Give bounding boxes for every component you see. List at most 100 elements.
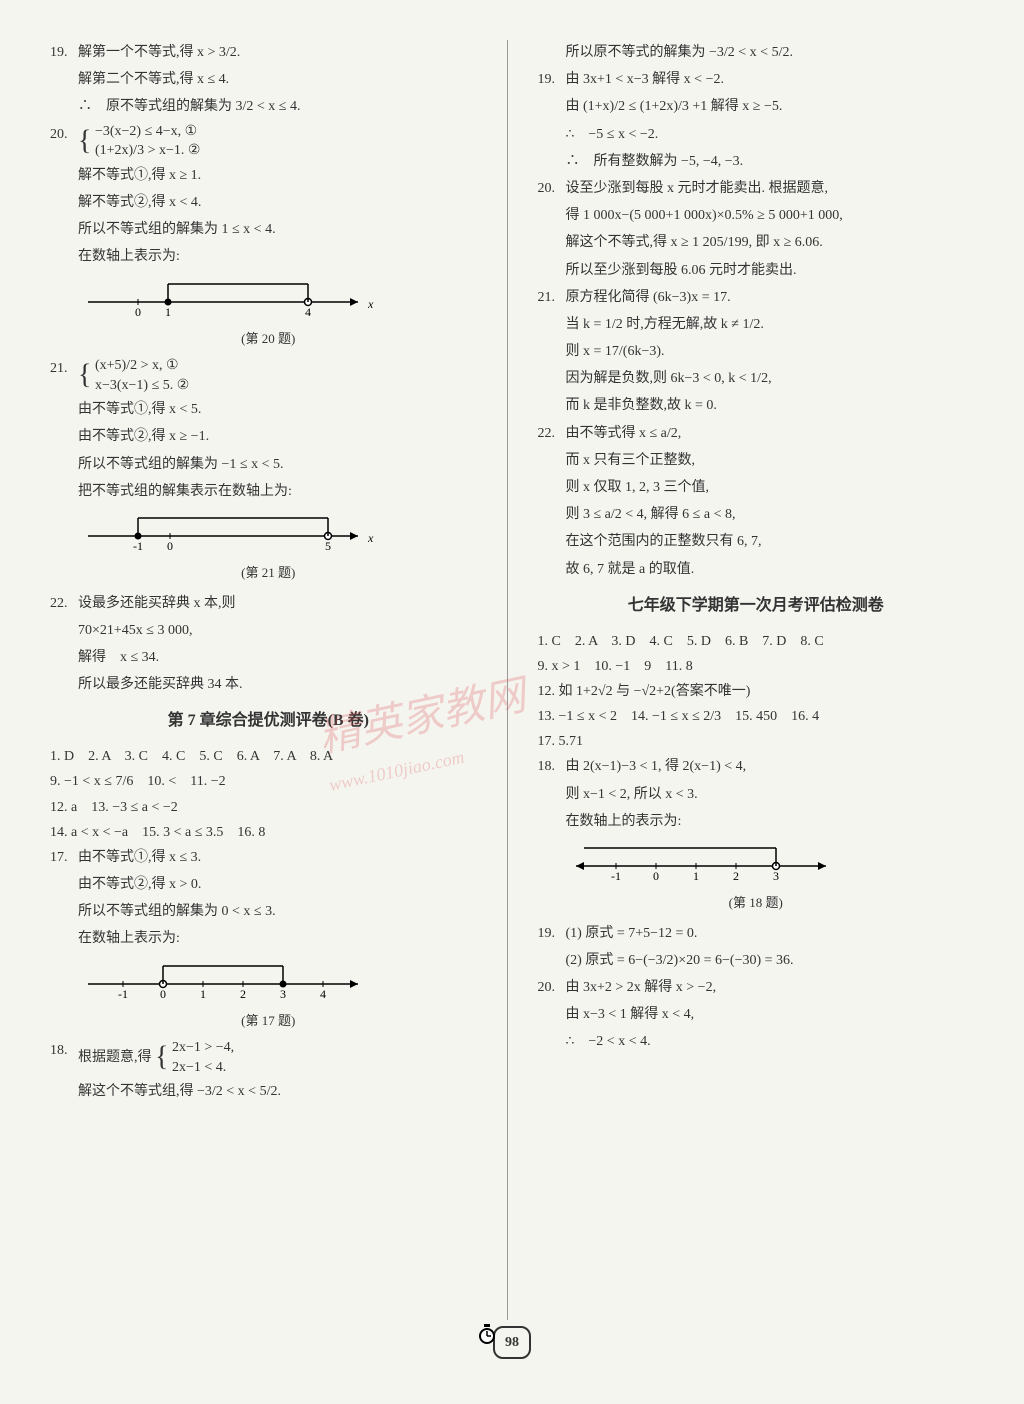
answer-row: 1. D 2. A 3. C 4. C 5. C 6. A 7. A 8. A bbox=[50, 744, 487, 769]
text: ∴ −5 ≤ x < −2. bbox=[538, 122, 975, 147]
text: 70×21+45x ≤ 3 000, bbox=[50, 618, 487, 643]
text: −3(x−2) ≤ 4−x, ① bbox=[95, 124, 197, 139]
number-line-20: 0 1 4 x bbox=[78, 274, 487, 325]
r21: 21.原方程化简得 (6k−3)x = 17. bbox=[538, 285, 975, 310]
text: 解得 x ≤ 34. bbox=[50, 645, 487, 670]
text: 由不等式①,得 x < 5. bbox=[50, 397, 487, 422]
svg-text:5: 5 bbox=[325, 539, 331, 550]
text: 所以不等式组的解集为 0 < x ≤ 3. bbox=[50, 899, 487, 924]
text: (1+2x)/3 > x−1. ② bbox=[95, 143, 200, 158]
clock-icon bbox=[477, 1322, 497, 1346]
text: 解不等式①,得 x ≥ 1. bbox=[50, 163, 487, 188]
text: 2x−1 > −4, bbox=[172, 1040, 234, 1055]
b18: 18. 根据题意,得 { 2x−1 > −4, 2x−1 < 4. bbox=[50, 1038, 487, 1077]
text: (x+5)/2 > x, ① bbox=[95, 358, 179, 373]
text: 由 2(x−1)−3 < 1, 得 2(x−1) < 4, bbox=[566, 754, 975, 779]
answer-row: 1. C 2. A 3. D 4. C 5. D 6. B 7. D 8. C bbox=[538, 629, 975, 654]
answer-row: 17. 5.71 bbox=[538, 729, 975, 754]
text: 因为解是负数,则 6k−3 < 0, k < 1/2, bbox=[538, 366, 975, 391]
q20: 20. { −3(x−2) ≤ 4−x, ① (1+2x)/3 > x−1. ② bbox=[50, 122, 487, 161]
text: (2) 原式 = 6−(−3/2)×20 = 6−(−30) = 36. bbox=[538, 948, 975, 973]
text: 设至少涨到每股 x 元时才能卖出. 根据题意, bbox=[566, 176, 975, 201]
text: 原方程化简得 (6k−3)x = 17. bbox=[566, 285, 975, 310]
text: 故 6, 7 就是 a 的取值. bbox=[538, 557, 975, 582]
text: x−3(x−1) ≤ 5. ② bbox=[95, 378, 189, 393]
text: 解不等式②,得 x < 4. bbox=[50, 190, 487, 215]
section-heading: 七年级下学期第一次月考评估检测卷 bbox=[538, 592, 975, 621]
answer-row: 9. x > 1 10. −1 9 11. 8 bbox=[538, 654, 975, 679]
svg-text:4: 4 bbox=[305, 305, 311, 316]
section-heading: 第 7 章综合提优测评卷(B 卷) bbox=[50, 707, 487, 736]
r19: 19.由 3x+1 < x−3 解得 x < −2. bbox=[538, 67, 975, 92]
svg-text:0: 0 bbox=[135, 305, 141, 316]
text: 在这个范围内的正整数只有 6, 7, bbox=[538, 529, 975, 554]
svg-text:1: 1 bbox=[693, 869, 699, 880]
text: 在数轴上表示为: bbox=[50, 244, 487, 269]
b17: 17.由不等式①,得 x ≤ 3. bbox=[50, 845, 487, 870]
svg-text:-1: -1 bbox=[611, 869, 621, 880]
svg-text:0: 0 bbox=[167, 539, 173, 550]
answer-row: 9. −1 < x ≤ 7/6 10. < 11. −2 bbox=[50, 769, 487, 794]
text: 由 3x+2 > 2x 解得 x > −2, bbox=[566, 975, 975, 1000]
page-columns: 19.解第一个不等式,得 x > 3/2. 解第二个不等式,得 x ≤ 4. ∴… bbox=[50, 40, 974, 1320]
text: 解第一个不等式,得 x > 3/2. bbox=[78, 40, 487, 65]
svg-text:1: 1 bbox=[165, 305, 171, 316]
text: 由不等式得 x ≤ a/2, bbox=[566, 421, 975, 446]
r20: 20.设至少涨到每股 x 元时才能卖出. 根据题意, bbox=[538, 176, 975, 201]
q22: 22.设最多还能买辞典 x 本,则 bbox=[50, 591, 487, 616]
page-number-badge: 98 bbox=[493, 1326, 531, 1359]
text: 由不等式①,得 x ≤ 3. bbox=[78, 845, 487, 870]
text: 2x−1 < 4. bbox=[172, 1060, 226, 1075]
svg-text:3: 3 bbox=[773, 869, 779, 880]
text: 解这个不等式,得 x ≥ 1 205/199, 即 x ≥ 6.06. bbox=[538, 230, 975, 255]
text: 则 x−1 < 2, 所以 x < 3. bbox=[538, 782, 975, 807]
caption: (第 21 题) bbox=[50, 561, 487, 584]
m19: 19.(1) 原式 = 7+5−12 = 0. bbox=[538, 921, 975, 946]
svg-text:0: 0 bbox=[653, 869, 659, 880]
svg-text:0: 0 bbox=[160, 987, 166, 998]
text: 由 x−3 < 1 解得 x < 4, bbox=[538, 1002, 975, 1027]
caption: (第 17 题) bbox=[50, 1009, 487, 1032]
text: 所以最多还能买辞典 34 本. bbox=[50, 672, 487, 697]
text: 把不等式组的解集表示在数轴上为: bbox=[50, 479, 487, 504]
text: 所以原不等式的解集为 −3/2 < x < 5/2. bbox=[538, 40, 975, 65]
text: 所以不等式组的解集为 1 ≤ x < 4. bbox=[50, 217, 487, 242]
text: 解第二个不等式,得 x ≤ 4. bbox=[50, 67, 487, 92]
text: 所以不等式组的解集为 −1 ≤ x < 5. bbox=[50, 452, 487, 477]
brace-icon: { bbox=[155, 1042, 168, 1073]
caption: (第 20 题) bbox=[50, 327, 487, 350]
q19: 19.解第一个不等式,得 x > 3/2. bbox=[50, 40, 487, 65]
svg-text:x: x bbox=[367, 297, 374, 311]
svg-text:3: 3 bbox=[280, 987, 286, 998]
text: 由不等式②,得 x > 0. bbox=[50, 872, 487, 897]
right-column: 所以原不等式的解集为 −3/2 < x < 5/2. 19.由 3x+1 < x… bbox=[528, 40, 975, 1320]
text: 则 x 仅取 1, 2, 3 三个值, bbox=[538, 475, 975, 500]
answer-row: 12. 如 1+2√2 与 −√2+2(答案不唯一) bbox=[538, 679, 975, 704]
svg-text:x: x bbox=[367, 531, 374, 545]
number-line-m18: -1 0 1 2 3 bbox=[566, 838, 975, 889]
text: 当 k = 1/2 时,方程无解,故 k ≠ 1/2. bbox=[538, 312, 975, 337]
svg-text:-1: -1 bbox=[133, 539, 143, 550]
text: ∴ 所有整数解为 −5, −4, −3. bbox=[538, 149, 975, 174]
answer-row: 13. −1 ≤ x < 2 14. −1 ≤ x ≤ 2/3 15. 450 … bbox=[538, 704, 975, 729]
text: 而 k 是非负整数,故 k = 0. bbox=[538, 393, 975, 418]
answer-row: 14. a < x < −a 15. 3 < a ≤ 3.5 16. 8 bbox=[50, 820, 487, 845]
left-column: 19.解第一个不等式,得 x > 3/2. 解第二个不等式,得 x ≤ 4. ∴… bbox=[50, 40, 508, 1320]
text: ∴ −2 < x < 4. bbox=[538, 1029, 975, 1054]
text: 由不等式②,得 x ≥ −1. bbox=[50, 424, 487, 449]
text: 根据题意,得 bbox=[78, 1050, 152, 1065]
svg-text:-1: -1 bbox=[118, 987, 128, 998]
text: 所以至少涨到每股 6.06 元时才能卖出. bbox=[538, 258, 975, 283]
brace-icon: { bbox=[78, 125, 91, 156]
caption: (第 18 题) bbox=[538, 891, 975, 914]
text: 则 3 ≤ a/2 < 4, 解得 6 ≤ a < 8, bbox=[538, 502, 975, 527]
svg-text:1: 1 bbox=[200, 987, 206, 998]
text: 则 x = 17/(6k−3). bbox=[538, 339, 975, 364]
m18: 18.由 2(x−1)−3 < 1, 得 2(x−1) < 4, bbox=[538, 754, 975, 779]
text: 设最多还能买辞典 x 本,则 bbox=[78, 591, 487, 616]
m20: 20.由 3x+2 > 2x 解得 x > −2, bbox=[538, 975, 975, 1000]
text: 在数轴上的表示为: bbox=[538, 809, 975, 834]
r22: 22.由不等式得 x ≤ a/2, bbox=[538, 421, 975, 446]
q21: 21. { (x+5)/2 > x, ① x−3(x−1) ≤ 5. ② bbox=[50, 356, 487, 395]
text: 得 1 000x−(5 000+1 000x)×0.5% ≥ 5 000+1 0… bbox=[538, 203, 975, 228]
